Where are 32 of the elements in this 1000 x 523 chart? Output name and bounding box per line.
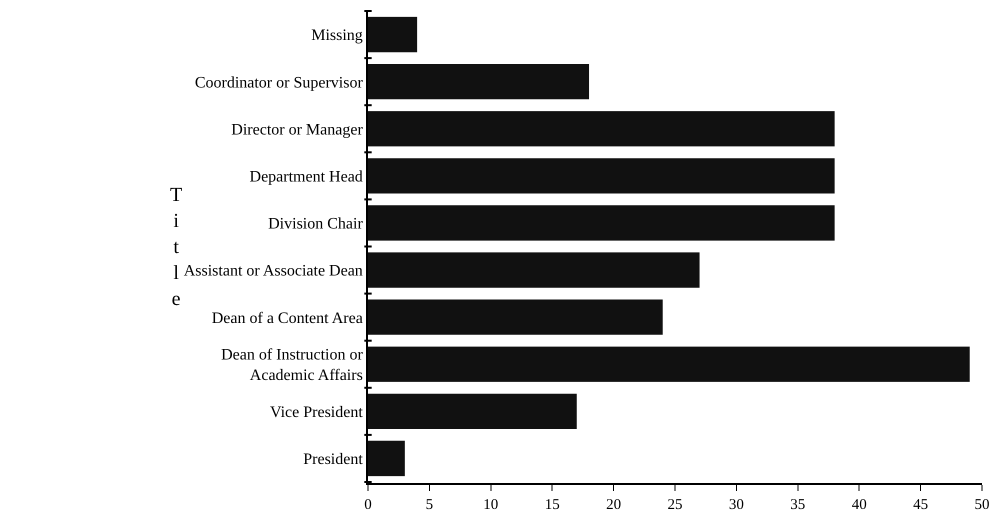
x-tick-label: 30: [728, 497, 744, 513]
y-tick-label: Dean of Instruction or Academic Affairs: [221, 346, 364, 384]
bar: [368, 346, 970, 382]
y-tick-label: Vice President: [270, 404, 364, 421]
bar: [368, 299, 663, 335]
bar: [368, 16, 418, 52]
y-tick-label: Coordinator or Supervisor: [194, 74, 364, 92]
bar: [368, 158, 835, 194]
bar: [368, 111, 835, 146]
y-tick-label: Department Head: [250, 168, 363, 186]
x-tick-label: 20: [606, 497, 622, 513]
x-tick-label: 5: [426, 497, 434, 513]
x-tick-label: 40: [852, 497, 867, 513]
x-tick-label: 25: [668, 497, 682, 513]
x-tick-label: 45: [913, 497, 928, 513]
y-tick-label: Dean of a Content Area: [212, 310, 363, 327]
bar: [368, 64, 590, 100]
y-tick-label: Assistant or Associate Dean: [184, 262, 363, 280]
x-tick-label: 15: [544, 497, 560, 513]
x-tick-label: 50: [974, 497, 990, 513]
y-axis-title: Title: [170, 184, 182, 310]
x-tick-label: 10: [483, 497, 498, 513]
x-tick-label: 0: [364, 497, 372, 513]
y-tick-label: President: [303, 451, 364, 468]
x-tick-label: 35: [790, 497, 806, 513]
bar: [368, 252, 700, 288]
bar: [368, 205, 835, 241]
y-tick-label: Missing: [311, 27, 363, 44]
y-tick-label: Director or Manager: [231, 121, 364, 138]
bar: [368, 394, 577, 430]
y-tick-label: Division Chair: [268, 216, 364, 233]
bar: [368, 440, 405, 476]
